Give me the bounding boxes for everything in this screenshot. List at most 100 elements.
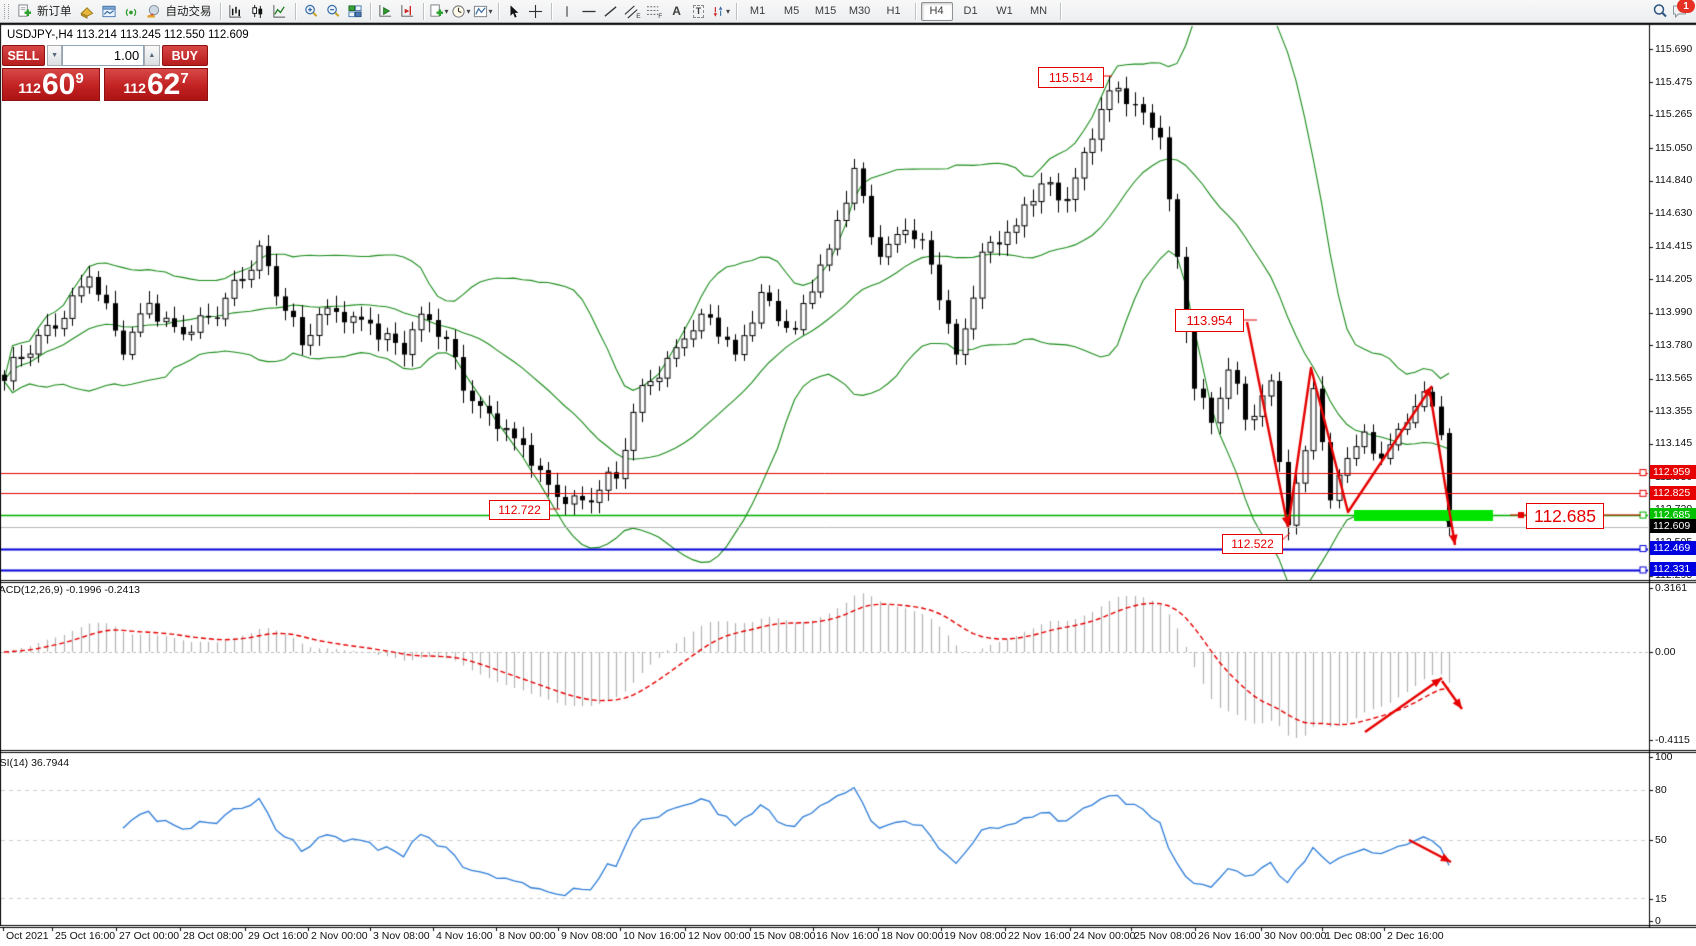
vertical-line-button[interactable] [556, 1, 578, 21]
annotation-price-label-113954[interactable]: 113.954 [1175, 309, 1244, 332]
search-button[interactable] [1649, 1, 1671, 21]
rsi-scale-label: 0 [1655, 914, 1661, 927]
market-watch-button[interactable] [98, 1, 120, 21]
timeframe-d1[interactable]: D1 [963, 5, 978, 17]
timeframe-m30[interactable]: M30 [848, 5, 871, 17]
one-click-trading-panel: SELL ▼ ▲ BUY 112 60 9 112 62 7 [2, 45, 208, 101]
cursor-button[interactable] [503, 1, 525, 21]
cursor-icon [510, 4, 518, 18]
auto-scroll-icon [379, 4, 392, 17]
new-order-small-icon [429, 3, 443, 17]
new-order-label[interactable]: 新订单 [37, 6, 72, 18]
toolbar-grip[interactable] [4, 3, 9, 19]
crosshair-button[interactable] [525, 1, 547, 21]
toolbar-separator [422, 2, 424, 20]
sell-price-sup: 9 [75, 70, 84, 87]
macd-scale-label: 0.00 [1655, 645, 1676, 658]
time-axis-label: 25 Oct 16:00 [55, 930, 116, 942]
fibonacci-icon: F [647, 5, 662, 19]
sell-button[interactable]: SELL [2, 45, 45, 66]
signals-button[interactable] [120, 1, 142, 21]
autotrade-label[interactable]: 自动交易 [165, 6, 212, 18]
macd-scale-label: -0.4115 [1655, 733, 1690, 746]
timeframe-m1[interactable]: M1 [749, 5, 766, 17]
timeframe-mn[interactable]: MN [1029, 5, 1048, 17]
chat-button[interactable]: 1 [1671, 0, 1695, 19]
buy-price-display[interactable]: 112 62 7 [104, 68, 208, 101]
horizontal-line-button[interactable] [578, 1, 600, 21]
time-axis-label: 2 Nov 00:00 [311, 930, 368, 942]
timeframe-h1[interactable]: H1 [886, 5, 901, 17]
tile-windows-icon [347, 4, 362, 17]
price-chart-button[interactable] [76, 1, 98, 21]
price-tick: 114.840 [1655, 174, 1693, 187]
text-tool-button[interactable]: A [666, 1, 688, 21]
trendline-button[interactable] [600, 1, 622, 21]
new-order-dropdown[interactable]: ▾ [428, 1, 450, 21]
notification-badge[interactable]: 1 [1677, 0, 1695, 13]
new-order-button[interactable] [13, 1, 35, 21]
auto-scroll-button[interactable] [375, 1, 397, 21]
period-dropdown[interactable]: ▾ [450, 1, 472, 21]
horizontal-line-icon [581, 10, 596, 12]
autotrade-button[interactable] [142, 1, 164, 21]
time-axis-label: 3 Nov 08:00 [373, 930, 430, 942]
price-badge: 112.331 [1650, 562, 1696, 577]
time-axis-label: Oct 2021 [6, 930, 49, 942]
zoom-in-button[interactable] [300, 1, 322, 21]
toolbar-separator [1059, 2, 1061, 20]
time-axis-label: 10 Nov 16:00 [623, 930, 686, 942]
annotation-price-label-112722[interactable]: 112.722 [489, 500, 550, 520]
buy-button[interactable]: BUY [161, 45, 208, 66]
crosshair-icon [528, 4, 543, 18]
candlestick-chart-button[interactable] [247, 1, 269, 21]
annotation-price-label-112522[interactable]: 112.522 [1222, 534, 1283, 554]
price-tick: 113.990 [1655, 306, 1693, 319]
line-chart-icon [273, 4, 286, 18]
indicators-dropdown[interactable]: ▾ [472, 1, 494, 21]
bar-chart-button[interactable] [225, 1, 247, 21]
fibonacci-button[interactable]: F [644, 1, 666, 21]
channel-button[interactable]: E [622, 1, 644, 21]
rsi-scale-label: 100 [1655, 750, 1673, 763]
fibonacci-sub-letter: F [658, 13, 662, 19]
volume-up-button[interactable]: ▲ [144, 45, 160, 66]
time-axis-label: 26 Nov 16:00 [1198, 930, 1261, 942]
time-axis-label: 30 Nov 00:00 [1264, 930, 1327, 942]
timeframe-h4[interactable]: H4 [920, 1, 953, 21]
arrows-dropdown[interactable]: ▾ [710, 1, 732, 21]
price-chart-icon [80, 6, 93, 19]
timeframe-m5[interactable]: M5 [783, 5, 800, 17]
annotation-price-label-112685[interactable]: 112.685 [1526, 503, 1604, 529]
toolbar-separator [294, 2, 296, 20]
bar-chart-icon [229, 4, 242, 18]
toolbar-separator [219, 2, 221, 20]
volume-down-button[interactable]: ▼ [46, 45, 63, 66]
time-axis-label: 16 Nov 16:00 [816, 930, 879, 942]
text-label-tool-button[interactable]: T [688, 1, 710, 21]
sell-price-display[interactable]: 112 60 9 [2, 68, 101, 101]
buy-price-small: 112 [123, 80, 146, 96]
autotrade-icon [146, 4, 159, 18]
trendline-icon [604, 5, 617, 17]
time-axis-label: 8 Nov 00:00 [499, 930, 556, 942]
timeframe-w1[interactable]: W1 [996, 5, 1013, 17]
text-tool-icon: A [672, 4, 681, 18]
price-tick: 113.565 [1655, 372, 1693, 385]
tile-windows-button[interactable] [344, 1, 366, 21]
toolbar-separator [497, 2, 499, 20]
vertical-line-icon [566, 5, 568, 17]
line-chart-button[interactable] [269, 1, 291, 21]
chart-title: USDJPY-,H4 113.214 113.245 112.550 112.6… [7, 29, 249, 41]
annotation-price-label-115514[interactable]: 115.514 [1038, 67, 1104, 88]
volume-input[interactable] [62, 45, 145, 66]
search-icon [1653, 4, 1667, 18]
zoom-out-button[interactable] [322, 1, 344, 21]
price-badge: 112.469 [1650, 541, 1696, 556]
time-axis-label: 4 Nov 16:00 [436, 930, 493, 942]
time-axis-label: 28 Oct 08:00 [183, 930, 244, 942]
timeframe-m15[interactable]: M15 [814, 5, 837, 17]
chevron-down-icon: ▾ [466, 6, 471, 16]
chart-shift-button[interactable] [397, 1, 419, 21]
